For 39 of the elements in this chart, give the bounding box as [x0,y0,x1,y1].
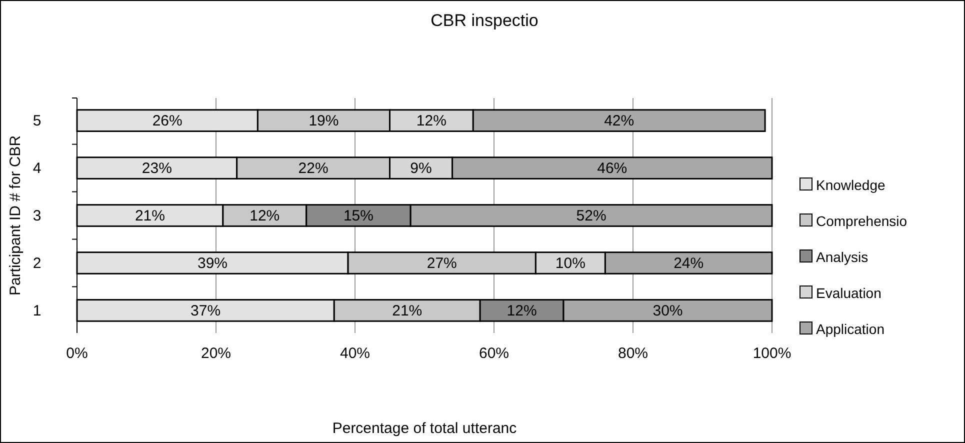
data-label: 9% [410,160,432,178]
data-label: 24% [674,254,704,272]
data-label: 21% [134,208,165,224]
data-label: 12% [416,112,446,130]
data-label: 26% [152,112,182,130]
legend-label: Knowledge [816,177,886,193]
y-axis-title: Participant ID # for CBR [7,135,24,296]
x-tick-label: 60% [478,345,510,362]
y-tick-label: 3 [32,208,42,224]
legend-label: Application [816,321,884,337]
x-tick-label: 80% [618,345,648,362]
data-label: 39% [198,254,228,272]
data-label: 27% [426,254,457,272]
data-label: 23% [142,160,172,178]
legend-label: Analysis [816,249,868,265]
y-tick-label: 5 [32,112,42,130]
x-tick-label: 40% [340,345,370,362]
x-tick-label: 20% [200,345,232,362]
data-label: 21% [392,302,422,320]
data-label: 19% [308,112,339,130]
data-label: 42% [604,112,634,130]
data-label: 12% [250,208,280,224]
y-tick-label: 1 [32,302,42,320]
data-label: 46% [597,160,628,178]
data-label: 37% [190,302,221,320]
x-tick-label: 100% [752,345,792,362]
x-axis-title: Percentage of total utteranc [332,420,518,437]
data-label: 12% [506,302,537,320]
y-tick-label: 4 [32,160,42,178]
data-label: 15% [343,208,374,224]
data-label: 30% [652,302,683,320]
data-label: 10% [555,254,586,272]
legend-label: Evaluation [816,285,882,301]
x-tick-label: 0% [66,345,88,362]
data-label: 52% [576,208,606,224]
y-tick-label: 2 [32,254,42,272]
chart-title: CBR inspectio [430,11,538,30]
data-label: 22% [298,160,328,178]
legend-label: Comprehensio [816,213,908,229]
